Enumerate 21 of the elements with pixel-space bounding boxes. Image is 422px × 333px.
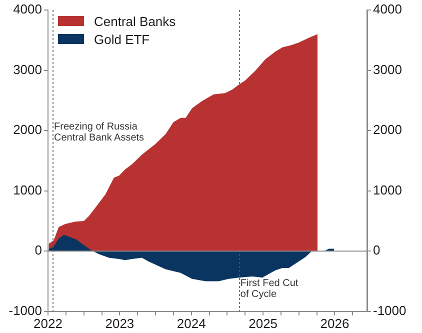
x-tick-label: 2022 [34, 316, 62, 331]
ref-line-label: First Fed Cut of Cycle [240, 278, 298, 300]
y2-tick-label: 3000 [373, 62, 402, 77]
ref-line-label: Freezing of Russia Central Bank Assets [54, 121, 144, 144]
x-tick-label: 2026 [320, 316, 350, 331]
x-tick-label: 2024 [176, 316, 206, 331]
y2-tick-label: -1000 [373, 302, 406, 318]
y2-tick-label: 1000 [373, 182, 402, 198]
y-tick-label: -1000 [8, 302, 42, 318]
y-tick-label: 1000 [13, 182, 42, 198]
y-tick-label: 4000 [13, 2, 42, 17]
legend-label: Gold ETF [94, 32, 150, 46]
y2-tick-label: 4000 [373, 2, 402, 17]
y2-tick-label: 2000 [373, 122, 402, 138]
x-tick-label: 2023 [105, 316, 134, 331]
legend-label: Central Banks [94, 14, 176, 28]
y-tick-label: 2000 [13, 122, 42, 138]
y-tick-label: 0 [34, 242, 42, 258]
y-tick-label: 3000 [13, 62, 42, 77]
x-tick-label: 2025 [248, 316, 278, 331]
y2-tick-label: 0 [373, 242, 380, 258]
